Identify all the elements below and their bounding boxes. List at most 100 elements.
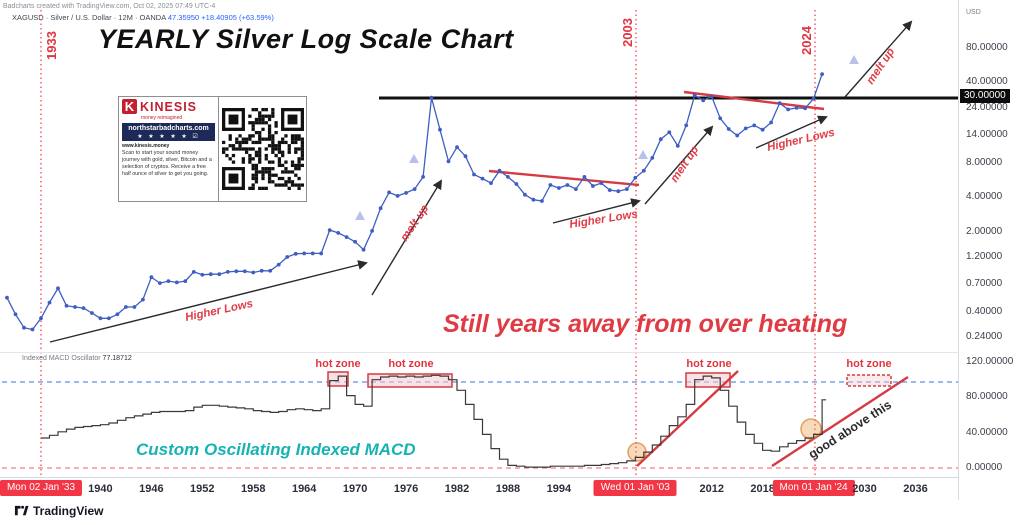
price-tick-0.7[interactable]: 0.70000	[966, 277, 1003, 289]
price-point[interactable]	[225, 270, 230, 274]
price-point[interactable]	[259, 268, 264, 273]
price-point[interactable]	[39, 316, 43, 321]
price-point[interactable]	[506, 175, 510, 179]
price-tick-4[interactable]: 4.00000	[966, 191, 1003, 203]
time-tick-1982[interactable]: 1982	[444, 483, 470, 495]
price-tick-8[interactable]: 8.00000	[966, 156, 1003, 168]
price-point[interactable]	[489, 181, 493, 186]
price-point[interactable]	[370, 229, 374, 233]
price-point[interactable]	[242, 269, 247, 274]
time-tick-2003[interactable]: Wed 01 Jan '03	[593, 480, 677, 496]
macd-step-path[interactable]	[41, 374, 827, 468]
price-point[interactable]	[81, 306, 86, 310]
price-point[interactable]	[115, 312, 120, 317]
price-point[interactable]	[786, 107, 790, 112]
price-point[interactable]	[293, 251, 298, 256]
price-point[interactable]	[624, 187, 629, 192]
macd-tick-40[interactable]: 40.00000	[966, 426, 1008, 438]
time-tick-1933[interactable]: Mon 02 Jan '33	[0, 480, 83, 496]
price-point[interactable]	[141, 297, 145, 302]
price-point[interactable]	[404, 191, 408, 195]
price-point[interactable]	[743, 126, 748, 131]
price-point[interactable]	[582, 175, 587, 179]
price-tick-1.2[interactable]: 1.20000	[966, 251, 1003, 263]
price-point[interactable]	[310, 251, 315, 256]
time-tick-1970[interactable]: 1970	[342, 483, 368, 495]
price-point[interactable]	[158, 281, 162, 285]
price-level-badge-30[interactable]: 30.00000	[960, 88, 1010, 103]
price-tick-40[interactable]: 40.00000	[966, 76, 1008, 88]
price-point[interactable]	[98, 316, 103, 321]
price-point[interactable]	[701, 98, 706, 103]
time-tick-2012[interactable]: 2012	[699, 483, 724, 495]
price-point[interactable]	[327, 228, 332, 233]
price-point[interactable]	[285, 255, 290, 259]
time-tick-1946[interactable]: 1946	[139, 483, 164, 495]
price-point[interactable]	[412, 187, 417, 192]
price-point[interactable]	[319, 251, 324, 256]
macd-step-series[interactable]	[41, 374, 827, 468]
time-tick-2024[interactable]: Mon 01 Jan '24	[772, 480, 855, 496]
price-point[interactable]	[395, 194, 400, 198]
price-point[interactable]	[361, 247, 366, 252]
price-point[interactable]	[718, 116, 723, 121]
price-point[interactable]	[514, 182, 519, 186]
price-point[interactable]	[565, 183, 570, 187]
price-point[interactable]	[132, 305, 137, 309]
price-point[interactable]	[591, 184, 595, 188]
macd-tick-120[interactable]: 120.00000	[966, 356, 1014, 367]
price-point[interactable]	[90, 311, 94, 315]
price-point[interactable]	[455, 145, 459, 150]
price-point[interactable]	[446, 159, 451, 164]
price-point[interactable]	[675, 144, 680, 148]
price-point[interactable]	[650, 156, 655, 160]
price-point[interactable]	[22, 325, 26, 330]
time-tick-1964[interactable]: 1964	[291, 483, 317, 495]
price-point[interactable]	[56, 286, 60, 291]
time-tick-2036[interactable]: 2036	[903, 483, 928, 495]
downtrend-line-1988-2003[interactable]	[488, 169, 640, 187]
price-point[interactable]	[820, 72, 824, 76]
price-point[interactable]	[777, 101, 782, 106]
price-point[interactable]	[599, 181, 604, 186]
price-point[interactable]	[64, 303, 69, 308]
price-point[interactable]	[752, 123, 757, 128]
price-point[interactable]	[378, 206, 383, 211]
price-point[interactable]	[709, 94, 714, 99]
price-point[interactable]	[387, 190, 391, 195]
kinesis-promo-card[interactable]: K KINESIS money reimagined northstarbadc…	[118, 96, 307, 202]
price-point[interactable]	[421, 175, 425, 179]
price-point[interactable]	[5, 295, 9, 300]
price-point[interactable]	[73, 305, 77, 309]
price-point[interactable]	[13, 312, 18, 317]
price-point[interactable]	[208, 272, 213, 277]
price-point[interactable]	[353, 239, 357, 244]
price-point[interactable]	[463, 154, 468, 159]
price-tick-80[interactable]: 80.00000	[966, 42, 1008, 53]
price-point[interactable]	[234, 269, 239, 274]
price-point[interactable]	[692, 93, 697, 98]
time-tick-2030[interactable]: 2030	[852, 483, 877, 495]
time-tick-1952[interactable]: 1952	[190, 483, 215, 495]
price-point[interactable]	[302, 251, 307, 256]
price-point[interactable]	[540, 199, 544, 203]
price-point[interactable]	[497, 168, 502, 173]
time-tick-1994[interactable]: 1994	[546, 483, 572, 495]
indicator-status-line[interactable]: Indexed MACD Oscillator 77.18712	[22, 355, 132, 362]
price-point[interactable]	[149, 275, 154, 280]
downtrend-line-2011-2024[interactable]	[683, 90, 825, 111]
price-tick-14[interactable]: 14.00000	[966, 128, 1008, 140]
macd-uptrend-line-2[interactable]	[771, 375, 909, 468]
price-point[interactable]	[174, 280, 179, 285]
price-point[interactable]	[336, 231, 341, 235]
price-polyline[interactable]	[6, 73, 823, 331]
price-point[interactable]	[480, 176, 485, 181]
price-point[interactable]	[438, 127, 442, 132]
qr-code[interactable]	[221, 108, 304, 190]
price-point[interactable]	[200, 272, 205, 277]
price-tick-0.4[interactable]: 0.40000	[966, 305, 1003, 317]
price-tick-2[interactable]: 2.00000	[966, 225, 1003, 237]
panel-separator[interactable]	[0, 352, 958, 353]
price-point[interactable]	[429, 95, 434, 100]
